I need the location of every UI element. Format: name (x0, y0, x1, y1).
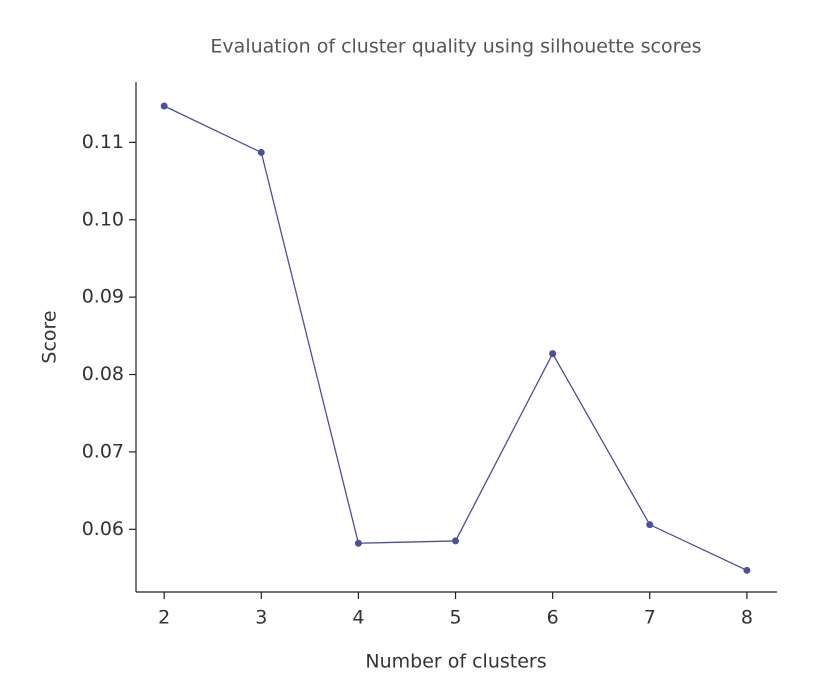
point (452, 537, 460, 545)
x-tick-label: 6 (547, 607, 559, 629)
x-axis-label: Number of clusters (365, 651, 546, 673)
point (646, 521, 654, 529)
y-tick-label: 0.07 (82, 440, 124, 462)
y-tick-label: 0.08 (82, 363, 124, 385)
y-tick-label: 0.06 (82, 518, 124, 540)
point (743, 566, 751, 574)
point (354, 539, 362, 547)
point (549, 350, 557, 358)
x-tick-label: 5 (449, 607, 461, 629)
x-tick-label: 3 (255, 607, 267, 629)
point (160, 102, 168, 110)
point (257, 148, 265, 156)
chart-title: Evaluation of cluster quality using silh… (210, 36, 701, 58)
x-tick-label: 4 (352, 607, 364, 629)
y-tick-label: 0.11 (82, 131, 124, 153)
x-tick-label: 8 (741, 607, 753, 629)
y-tick-label: 0.09 (82, 286, 124, 308)
x-tick-label: 2 (158, 607, 170, 629)
line (163, 105, 748, 571)
y-axis-label: Score (39, 310, 61, 363)
x-tick-label: 7 (644, 607, 656, 629)
y-tick-label: 0.10 (82, 208, 124, 230)
